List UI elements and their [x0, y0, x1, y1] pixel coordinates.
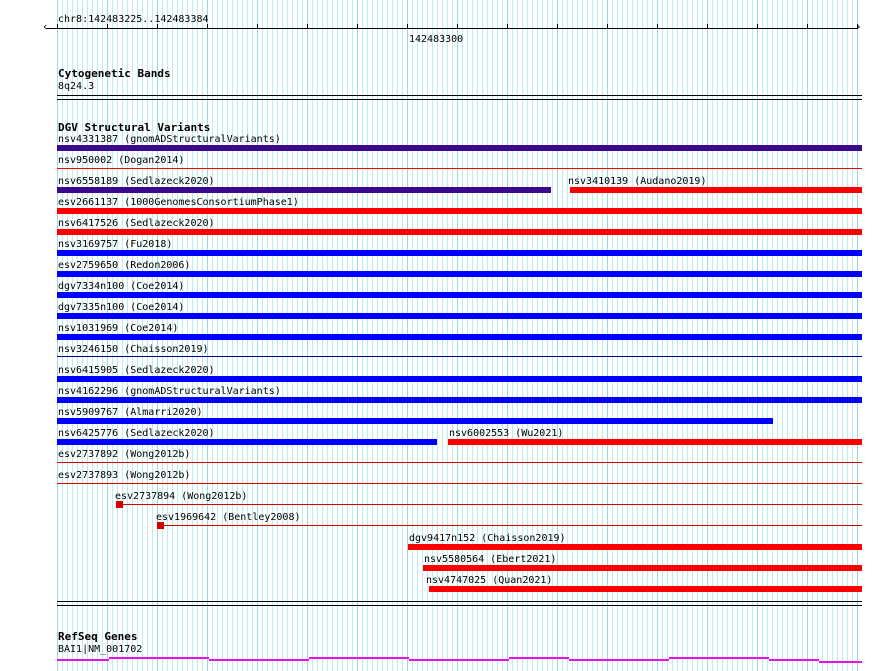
variant-bar[interactable] [57, 187, 551, 193]
ruler-tick [607, 24, 608, 29]
variant-label[interactable]: dgv7334n100 (Coe2014) [58, 281, 185, 292]
cytogenetic-divider-top [57, 95, 862, 96]
variant-start-marker[interactable] [157, 522, 164, 529]
variant-bar[interactable] [429, 586, 862, 592]
ruler-center-label: 142483300 [409, 34, 464, 45]
variant-label[interactable]: nsv3410139 (Audano2019) [568, 176, 707, 187]
variant-bar[interactable] [57, 292, 862, 298]
ruler-tick [357, 24, 358, 29]
variant-bar[interactable] [57, 250, 862, 256]
ruler-tick [507, 24, 508, 29]
variant-label[interactable]: nsv6002553 (Wu2021) [449, 428, 564, 439]
ruler-tick [257, 24, 258, 29]
gene-exon-segment[interactable] [409, 659, 509, 661]
variant-label[interactable]: nsv6415905 (Sedlazeck2020) [58, 365, 215, 376]
ruler-tick [107, 24, 108, 29]
variant-bar[interactable] [117, 504, 862, 505]
variant-bar[interactable] [57, 168, 862, 169]
gene-exon-segment[interactable] [209, 659, 309, 661]
ruler-tick [757, 24, 758, 29]
ruler-tick [157, 24, 158, 29]
gene-exon-segment[interactable] [569, 659, 669, 661]
variant-bar[interactable] [408, 544, 862, 550]
ruler-tick [57, 24, 58, 29]
ruler-tick [307, 24, 308, 29]
ruler-tick [807, 24, 808, 29]
ruler-right-arrow-icon[interactable]: › [855, 20, 862, 33]
variant-label[interactable]: esv1969642 (Bentley2008) [156, 512, 301, 523]
variant-label[interactable]: nsv6558189 (Sedlazeck2020) [58, 176, 215, 187]
variant-label[interactable]: nsv6425776 (Sedlazeck2020) [58, 428, 215, 439]
variant-bar[interactable] [57, 334, 862, 340]
variant-bar[interactable] [423, 565, 862, 571]
gene-exon-segment[interactable] [669, 657, 769, 659]
variant-bar[interactable] [57, 208, 862, 214]
variant-label[interactable]: dgv9417n152 (Chaisson2019) [409, 533, 566, 544]
ruler-left-arrow-icon[interactable]: ‹ [42, 20, 49, 33]
region-coordinate-label: chr8:142483225..142483384 [58, 14, 209, 25]
variant-bar[interactable] [448, 439, 862, 445]
cytogenetic-divider-bottom [57, 99, 862, 100]
variant-label[interactable]: esv2737893 (Wong2012b) [58, 470, 191, 481]
gene-exon-segment[interactable] [309, 657, 409, 659]
refseq-divider-bottom [57, 605, 862, 606]
variant-bar[interactable] [57, 418, 773, 424]
variant-label[interactable]: nsv3246150 (Chaisson2019) [58, 344, 209, 355]
variant-label[interactable]: nsv1031969 (Coe2014) [58, 323, 179, 334]
variant-label[interactable]: esv2661137 (1000GenomesConsortiumPhase1) [58, 197, 299, 208]
cytogenetic-band-label[interactable]: 8q24.3 [58, 81, 95, 92]
ruler-tick [857, 24, 858, 29]
variant-label[interactable]: nsv950002 (Dogan2014) [58, 155, 185, 166]
variant-label[interactable]: nsv6417526 (Sedlazeck2020) [58, 218, 215, 229]
ruler-tick [407, 24, 408, 29]
variant-label[interactable]: dgv7335n100 (Coe2014) [58, 302, 185, 313]
variant-label[interactable]: nsv4162296 (gnomADStructuralVariants) [58, 386, 281, 397]
gene-exon-segment[interactable] [819, 661, 862, 663]
ruler-tick [557, 24, 558, 29]
variant-label[interactable]: esv2737894 (Wong2012b) [115, 491, 248, 502]
variant-bar[interactable] [57, 313, 862, 319]
variant-label[interactable]: esv2737892 (Wong2012b) [58, 449, 191, 460]
ruler-axis-line [46, 28, 858, 29]
variant-bar[interactable] [57, 483, 862, 484]
dgv-structural-variants-title: DGV Structural Variants [58, 121, 211, 134]
variant-label[interactable]: nsv4331387 (gnomADStructuralVariants) [58, 134, 281, 145]
refseq-genes-title: RefSeq Genes [58, 630, 138, 643]
variant-bar[interactable] [57, 397, 862, 403]
variant-bar[interactable] [57, 145, 862, 151]
variant-label[interactable]: nsv3169757 (Fu2018) [58, 239, 173, 250]
variant-bar[interactable] [570, 187, 862, 193]
ruler-tick [657, 24, 658, 29]
variant-start-marker[interactable] [116, 501, 123, 508]
gene-exon-segment[interactable] [109, 657, 209, 659]
refseq-divider-top [57, 601, 862, 602]
variant-bar[interactable] [57, 271, 862, 277]
variant-bar[interactable] [57, 229, 862, 235]
ruler-tick [457, 24, 458, 29]
gene-exon-segment[interactable] [769, 659, 819, 661]
gene-exon-segment[interactable] [57, 659, 109, 661]
variant-label[interactable]: nsv5580564 (Ebert2021) [424, 554, 557, 565]
gene-exon-segment[interactable] [509, 657, 569, 659]
variant-bar[interactable] [57, 376, 862, 382]
variant-label[interactable]: nsv5909767 (Almarri2020) [58, 407, 203, 418]
ruler-tick [207, 24, 208, 29]
refseq-gene-label[interactable]: BAI1|NM_001702 [58, 644, 143, 655]
variant-bar[interactable] [57, 462, 862, 463]
variant-label[interactable]: nsv4747025 (Quan2021) [426, 575, 553, 586]
variant-bar[interactable] [158, 525, 862, 526]
variant-bar[interactable] [57, 439, 437, 445]
variant-bar[interactable] [57, 356, 862, 357]
cytogenetic-bands-title: Cytogenetic Bands [58, 67, 171, 80]
variant-label[interactable]: esv2759650 (Redon2006) [58, 260, 191, 271]
ruler-tick [707, 24, 708, 29]
